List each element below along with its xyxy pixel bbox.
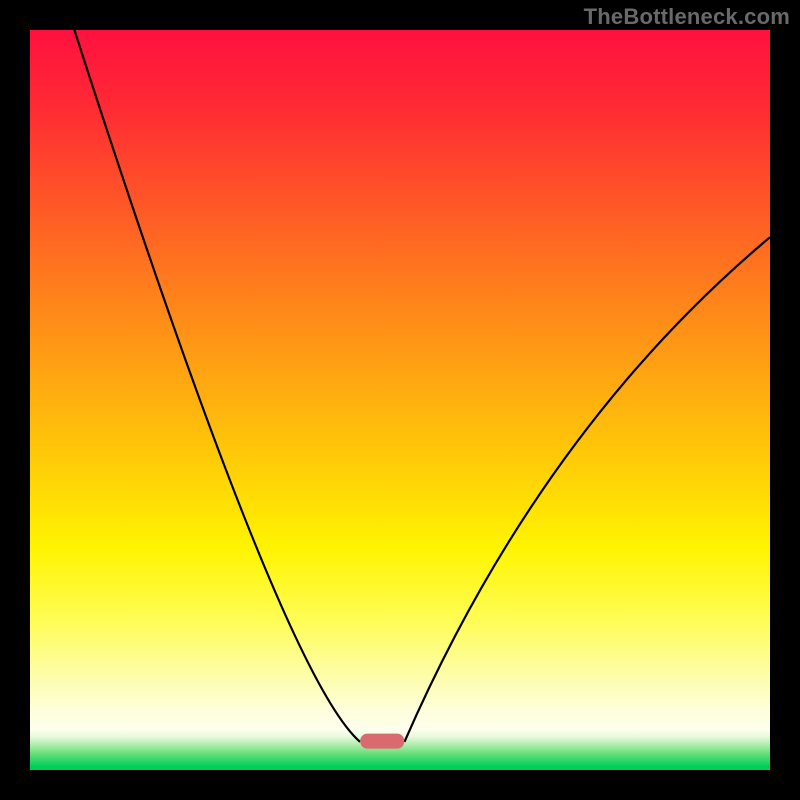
- bottleneck-chart: [0, 0, 800, 800]
- chart-container: TheBottleneck.com: [0, 0, 800, 800]
- optimal-marker: [360, 734, 404, 749]
- gradient-background: [30, 30, 770, 770]
- watermark-text: TheBottleneck.com: [584, 4, 790, 30]
